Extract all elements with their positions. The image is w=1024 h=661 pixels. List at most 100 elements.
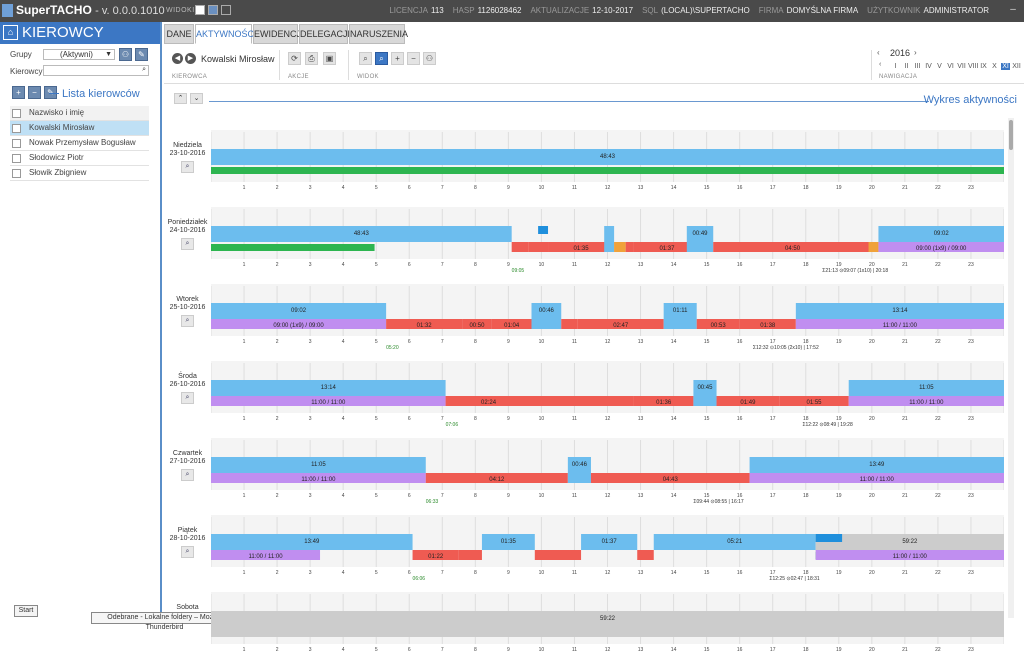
tick-label: 15 bbox=[704, 262, 710, 268]
group-users-button[interactable]: ⚇ bbox=[119, 48, 132, 61]
segment-drive bbox=[637, 550, 654, 560]
day-row: 13:49 11:00 / 11:00 01:22 01:35 01:37 05:21 59… bbox=[210, 515, 1005, 582]
day-zoom-icon[interactable]: ⌕ bbox=[181, 238, 194, 250]
segment-drive bbox=[590, 473, 750, 483]
driver-search-input[interactable]: ⌕ bbox=[43, 65, 149, 76]
month-I[interactable]: I bbox=[894, 63, 897, 70]
day-name: Sobota bbox=[176, 604, 199, 611]
segment-label: 01:04 bbox=[504, 323, 520, 329]
tick-label: 2 bbox=[276, 416, 279, 422]
row-checkbox[interactable] bbox=[12, 124, 21, 133]
title-bar: SuperTACHO - v. 0.0.0.1010 WIDOKI LICENC… bbox=[0, 0, 1024, 22]
day-zoom-icon[interactable]: ⌕ bbox=[181, 546, 194, 558]
segment-ferry bbox=[815, 550, 1004, 560]
day-zoom-icon[interactable]: ⌕ bbox=[181, 469, 194, 481]
month-IV[interactable]: IV bbox=[925, 63, 932, 70]
view-split-icon[interactable] bbox=[208, 5, 218, 15]
month-prev-icon[interactable]: ‹ bbox=[879, 61, 882, 68]
year-next-icon[interactable]: › bbox=[914, 48, 917, 57]
zoom-active-icon[interactable]: ⌕ bbox=[375, 52, 388, 65]
month-II[interactable]: II bbox=[904, 63, 909, 70]
scrollbar-thumb[interactable] bbox=[1009, 120, 1013, 150]
row-checkbox[interactable] bbox=[12, 169, 21, 178]
month-III[interactable]: III bbox=[914, 63, 921, 70]
tick-label: 7 bbox=[441, 570, 444, 576]
next-driver-button[interactable]: ▶ bbox=[185, 53, 196, 64]
day-name: Piątek bbox=[177, 527, 198, 534]
day-name: Wtorek bbox=[176, 296, 199, 303]
month-XI[interactable]: XI bbox=[1001, 63, 1010, 70]
month-X[interactable]: X bbox=[992, 63, 997, 70]
month-V[interactable]: V bbox=[937, 63, 942, 70]
segment-green bbox=[211, 244, 375, 251]
table-row[interactable]: Słowik Zbigniew bbox=[10, 166, 149, 181]
tick-label: 17 bbox=[770, 339, 776, 345]
day-date: 25-10-2016 bbox=[169, 304, 206, 311]
grupy-select[interactable]: (Aktywni) ▼ bbox=[43, 49, 115, 60]
month-VII[interactable]: VII bbox=[957, 63, 966, 70]
day-zoom-icon[interactable]: ⌕ bbox=[181, 161, 194, 173]
collapse-down-button[interactable]: ⌄ bbox=[190, 93, 203, 104]
tab-ewidencja[interactable]: EWIDENCJA bbox=[253, 24, 307, 44]
view-single-icon[interactable] bbox=[195, 5, 205, 15]
day-zoom-icon[interactable]: ⌕ bbox=[181, 392, 194, 404]
segment-rest bbox=[795, 303, 1004, 319]
print-icon[interactable]: ⎙ bbox=[305, 52, 318, 65]
day-summary: 05:20 bbox=[386, 345, 399, 350]
table-row[interactable]: Nowak Przemysław Bogusław bbox=[10, 136, 149, 151]
edit-driver-button[interactable]: ✎ bbox=[44, 86, 57, 99]
month-XII[interactable]: XII bbox=[1012, 63, 1021, 70]
view-wide-icon[interactable] bbox=[221, 5, 231, 15]
tab-delegacje[interactable]: DELEGACJE bbox=[299, 24, 354, 44]
day-date: 23-10-2016 bbox=[169, 150, 206, 157]
segment-rest bbox=[604, 226, 615, 252]
add-driver-button[interactable]: + bbox=[12, 86, 25, 99]
segment-rest bbox=[211, 303, 387, 319]
users-view-icon[interactable]: ⚇ bbox=[423, 52, 436, 65]
segment-label: 04:50 bbox=[785, 246, 801, 252]
segment-rest bbox=[653, 534, 816, 550]
home-icon[interactable]: ⌂ bbox=[3, 25, 18, 40]
zoom-icon[interactable]: ⌕ bbox=[359, 52, 372, 65]
zoom-out-icon[interactable]: − bbox=[407, 52, 420, 65]
month-VI[interactable]: VI bbox=[947, 63, 954, 70]
day-name: Czwartek bbox=[172, 450, 203, 457]
tick-label: 17 bbox=[770, 570, 776, 576]
taskbar-start[interactable]: Start bbox=[14, 605, 38, 617]
chart-scrollbar[interactable] bbox=[1008, 118, 1014, 618]
app-title: SuperTACHO - v. 0.0.0.1010 bbox=[16, 3, 165, 17]
tick-label: 6 bbox=[408, 416, 411, 422]
segment-ferry bbox=[848, 396, 1004, 406]
month-VIII[interactable]: VIII bbox=[968, 63, 979, 70]
group-edit-button[interactable]: ✎ bbox=[135, 48, 148, 61]
save-icon[interactable]: ▣ bbox=[323, 52, 336, 65]
minimize-icon[interactable]: – bbox=[1010, 4, 1016, 15]
table-row[interactable]: Słodowicz Piotr bbox=[10, 151, 149, 166]
day-name: Poniedziałek bbox=[167, 219, 208, 226]
month-IX[interactable]: IX bbox=[980, 63, 987, 70]
drivers-table: Nazwisko i imię Kowalski Mirosław Nowak P… bbox=[10, 106, 149, 181]
list-title-line bbox=[49, 93, 59, 94]
segment-rest bbox=[211, 534, 413, 550]
table-row[interactable]: Kowalski Mirosław bbox=[10, 121, 149, 136]
segment-label: 01:38 bbox=[760, 323, 776, 329]
tab-aktywnosci[interactable]: AKTYWNOŚCI bbox=[195, 24, 257, 44]
day-zoom-icon[interactable]: ⌕ bbox=[181, 315, 194, 327]
segment-label: 09:00 (1x9) / 09:00 bbox=[273, 323, 324, 329]
row-checkbox[interactable] bbox=[12, 154, 21, 163]
row-checkbox[interactable] bbox=[12, 139, 21, 148]
day-track: 09:02 09:00 (1x9) / 09:00 01:32 00:50 01:04 0… bbox=[210, 284, 1005, 351]
refresh-icon[interactable]: ⟳ bbox=[288, 52, 301, 65]
segment-rest bbox=[686, 226, 714, 252]
tick-label: 5 bbox=[375, 647, 378, 653]
tab-naruszenia[interactable]: NARUSZENIA bbox=[349, 24, 408, 44]
prev-driver-button[interactable]: ◀ bbox=[172, 53, 183, 64]
zoom-in-icon[interactable]: + bbox=[391, 52, 404, 65]
tab-dane[interactable]: DANE bbox=[164, 24, 194, 44]
collapse-up-button[interactable]: ⌃ bbox=[174, 93, 187, 104]
year-prev-icon[interactable]: ‹ bbox=[877, 48, 880, 57]
tick-label: 2 bbox=[276, 570, 279, 576]
select-all-checkbox[interactable] bbox=[12, 109, 21, 118]
remove-driver-button[interactable]: − bbox=[28, 86, 41, 99]
tick-label: 19 bbox=[836, 647, 842, 653]
